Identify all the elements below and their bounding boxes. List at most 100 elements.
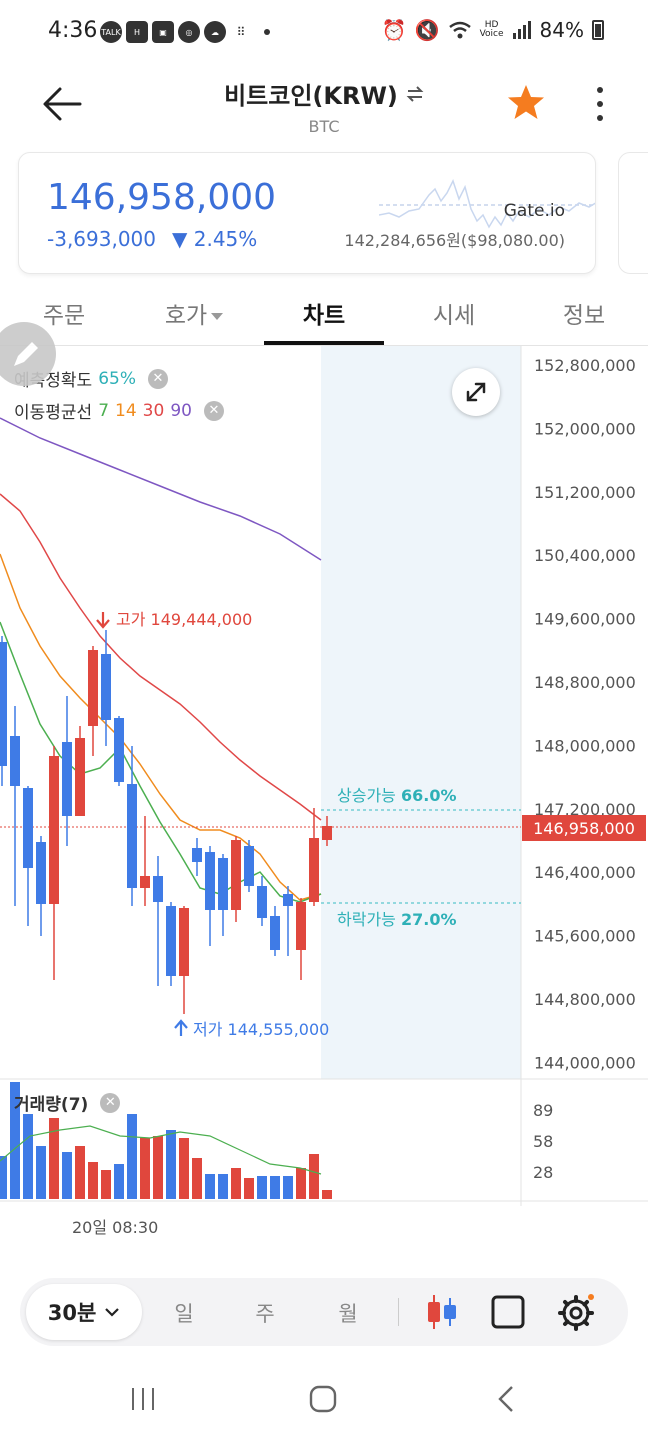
favorite-star-icon[interactable] <box>506 82 546 122</box>
volume-bar <box>0 1156 7 1199</box>
drawing-tool-icon[interactable] <box>490 1294 526 1330</box>
volume-bar <box>296 1168 306 1199</box>
candle-body <box>205 852 215 910</box>
tab-market-price[interactable]: 시세 <box>432 303 476 329</box>
candle-body <box>283 894 293 906</box>
volume-bar <box>114 1164 124 1199</box>
volume-tick: 89 <box>533 1101 553 1120</box>
volume-bar <box>36 1146 46 1199</box>
gallery-icon: ▣ <box>152 21 174 43</box>
swap-icon[interactable] <box>406 85 424 103</box>
volume-bar <box>166 1130 176 1199</box>
next-price-card[interactable] <box>618 152 648 274</box>
coin-symbol: BTC <box>308 117 340 136</box>
notification-icons: TALK H ▣ ◎ ☁ ⠿ <box>100 20 270 44</box>
volume-bar <box>62 1152 72 1199</box>
y-tick-label: 150,400,000 <box>534 546 636 565</box>
back-arrow-icon[interactable] <box>36 80 88 128</box>
candle-body <box>0 642 7 766</box>
expand-button[interactable] <box>452 368 500 416</box>
y-tick-label: 149,600,000 <box>534 610 636 629</box>
volume-bar <box>244 1178 254 1199</box>
volume-bar <box>192 1158 202 1199</box>
ma7-line <box>0 621 322 903</box>
recent-apps-icon[interactable] <box>128 1384 158 1414</box>
tab-bar: 주문 호가 차트 시세 정보 <box>0 282 648 346</box>
home-icon[interactable] <box>308 1384 338 1414</box>
alarm-icon: ⏰ <box>381 18 407 42</box>
price-card[interactable]: 146,958,000 -3,693,000 ▼ 2.45% Gate.io 1… <box>18 152 596 274</box>
up-probability-label: 상승가능 66.0% <box>337 786 457 805</box>
y-tick-label: 151,200,000 <box>534 483 636 502</box>
interval-selector[interactable]: 30분 <box>26 1284 142 1340</box>
sparkline <box>379 179 595 229</box>
chart-svg: 152,800,000 152,000,000 151,200,000 150,400… <box>0 346 648 1237</box>
edit-fab[interactable] <box>0 322 56 386</box>
coin-title[interactable]: 비트코인(KRW) <box>224 76 424 111</box>
tab-order[interactable]: 주문 <box>42 303 86 329</box>
chart-toolbar: 30분 일 주 월 <box>20 1278 628 1346</box>
battery-percent: 84% <box>539 18 584 42</box>
ma90-label: 90 <box>170 400 192 421</box>
y-tick-label: 147,200,000 <box>534 800 636 819</box>
pencil-icon <box>14 342 38 366</box>
volume-bar <box>309 1154 319 1199</box>
change-amount: -3,693,000 <box>47 227 157 251</box>
volume-bar <box>270 1176 280 1199</box>
volume-bar <box>283 1176 293 1199</box>
high-arrow-icon <box>96 612 110 629</box>
current-price-tag-text: 146,958,000 <box>533 819 635 838</box>
more-menu-icon[interactable] <box>586 84 614 124</box>
close-volume-icon[interactable]: ✕ <box>100 1092 121 1113</box>
wifi-icon <box>448 21 471 39</box>
interval-day[interactable]: 일 <box>174 1302 194 1326</box>
tab-info[interactable]: 정보 <box>562 303 606 329</box>
tab-chart[interactable]: 차트 <box>302 303 346 329</box>
ma-legend: 이동평균선 7 14 30 90 ✕ <box>14 398 224 423</box>
volume-bar <box>10 1082 20 1199</box>
current-price: 146,958,000 <box>47 177 277 218</box>
candle-body <box>257 886 267 918</box>
chevron-down-icon <box>105 1308 120 1317</box>
hd-voice-icon: HD Voice <box>479 20 504 39</box>
title-block: 비트코인(KRW) BTC <box>0 76 648 136</box>
candle-body <box>49 756 59 904</box>
ma90-line <box>0 417 322 561</box>
more-notifications-icon <box>264 29 270 35</box>
candle-body <box>140 876 150 888</box>
volume-bar <box>127 1114 137 1199</box>
signal-icon <box>512 21 531 39</box>
interval-week[interactable]: 주 <box>255 1302 275 1326</box>
candle-body <box>23 788 33 868</box>
tab-orderbook[interactable]: 호가 <box>134 296 254 330</box>
change-percent: ▼ 2.45% <box>172 227 258 251</box>
high-label: 고가 149,444,000 <box>116 610 252 629</box>
candle-chart[interactable]: 152,800,000 152,000,000 151,200,000 150,400… <box>0 346 648 1246</box>
ma30-label: 30 <box>142 400 165 421</box>
grid-icon: ⠿ <box>230 21 252 43</box>
active-tab-indicator <box>264 341 384 345</box>
y-tick-label: 152,800,000 <box>534 356 636 375</box>
candle-body <box>218 858 228 910</box>
candle-body <box>10 736 20 786</box>
x-axis-label: 20일 08:30 <box>72 1218 158 1237</box>
close-ma-icon[interactable]: ✕ <box>203 400 224 421</box>
talk-icon: TALK <box>100 21 122 43</box>
low-label: 저가 144,555,000 <box>193 1020 329 1039</box>
volume-bar <box>88 1162 98 1199</box>
toolbar-separator <box>398 1298 399 1326</box>
back-nav-icon[interactable] <box>492 1384 522 1414</box>
coin-name: 비트코인(KRW) <box>224 82 398 110</box>
status-time: 4:36 <box>48 18 98 43</box>
candle-body <box>244 846 254 886</box>
candle-body <box>192 848 202 862</box>
interval-month[interactable]: 월 <box>338 1302 358 1326</box>
ma14-line <box>0 553 322 901</box>
candle-body <box>231 840 241 910</box>
settings-gear-icon[interactable] <box>556 1292 596 1332</box>
ma7-label: 7 <box>98 400 110 421</box>
volume-bars <box>0 1082 332 1199</box>
candle-type-icon[interactable] <box>424 1292 460 1332</box>
low-arrow-icon <box>174 1019 188 1036</box>
close-accuracy-icon[interactable]: ✕ <box>148 368 168 389</box>
